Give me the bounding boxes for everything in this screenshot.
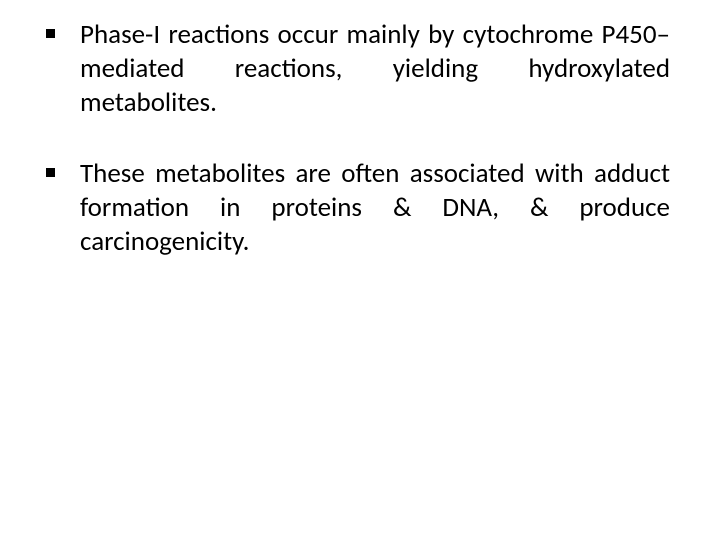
bullet-list: Phase-I reactions occur mainly by cytoch… bbox=[40, 18, 670, 259]
square-bullet-icon bbox=[46, 168, 55, 177]
square-bullet-icon bbox=[46, 29, 55, 38]
bullet-text: Phase-I reactions occur mainly by cytoch… bbox=[80, 18, 670, 119]
list-item: These metabolites are often associated w… bbox=[40, 157, 670, 258]
bullet-text: These metabolites are often associated w… bbox=[80, 157, 670, 258]
list-item: Phase-I reactions occur mainly by cytoch… bbox=[40, 18, 670, 119]
